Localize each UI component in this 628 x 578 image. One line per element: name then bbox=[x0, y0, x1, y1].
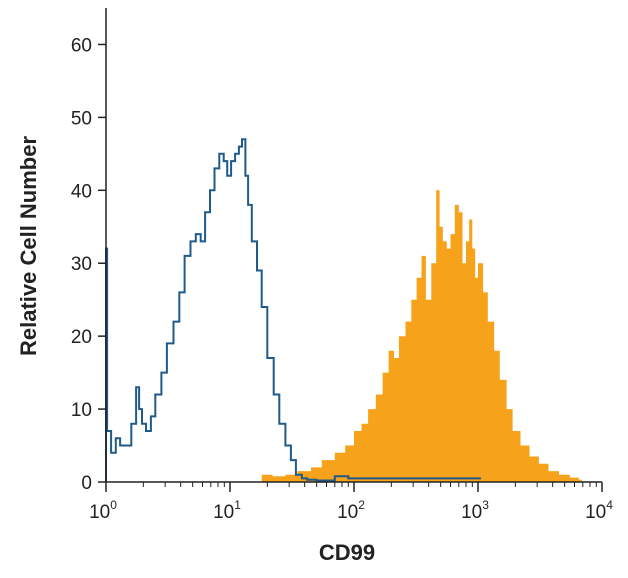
y-tick-label: 10 bbox=[71, 400, 92, 421]
x-axis: 100 101 102 103 104 bbox=[89, 481, 613, 523]
x-axis-label: CD99 bbox=[319, 540, 375, 565]
x-tick-label: 101 bbox=[213, 498, 241, 523]
x-tick-label: 102 bbox=[337, 498, 365, 523]
y-tick-label: 60 bbox=[71, 35, 92, 56]
y-axis-label: Relative Cell Number bbox=[16, 136, 41, 357]
y-tick-label: 50 bbox=[71, 108, 92, 129]
y-tick-label: 40 bbox=[71, 181, 92, 202]
series-filled-histogram bbox=[261, 190, 582, 483]
y-axis: 0 10 20 30 40 50 60 bbox=[71, 8, 107, 494]
y-tick-label: 20 bbox=[71, 327, 92, 348]
x-tick-label: 100 bbox=[89, 498, 117, 523]
series-outline-histogram bbox=[105, 138, 481, 482]
y-tick-label: 30 bbox=[71, 254, 92, 275]
plot-area bbox=[105, 138, 582, 483]
x-tick-label: 103 bbox=[461, 498, 489, 523]
x-tick-label: 104 bbox=[585, 498, 613, 523]
y-tick-label: 0 bbox=[81, 473, 92, 494]
